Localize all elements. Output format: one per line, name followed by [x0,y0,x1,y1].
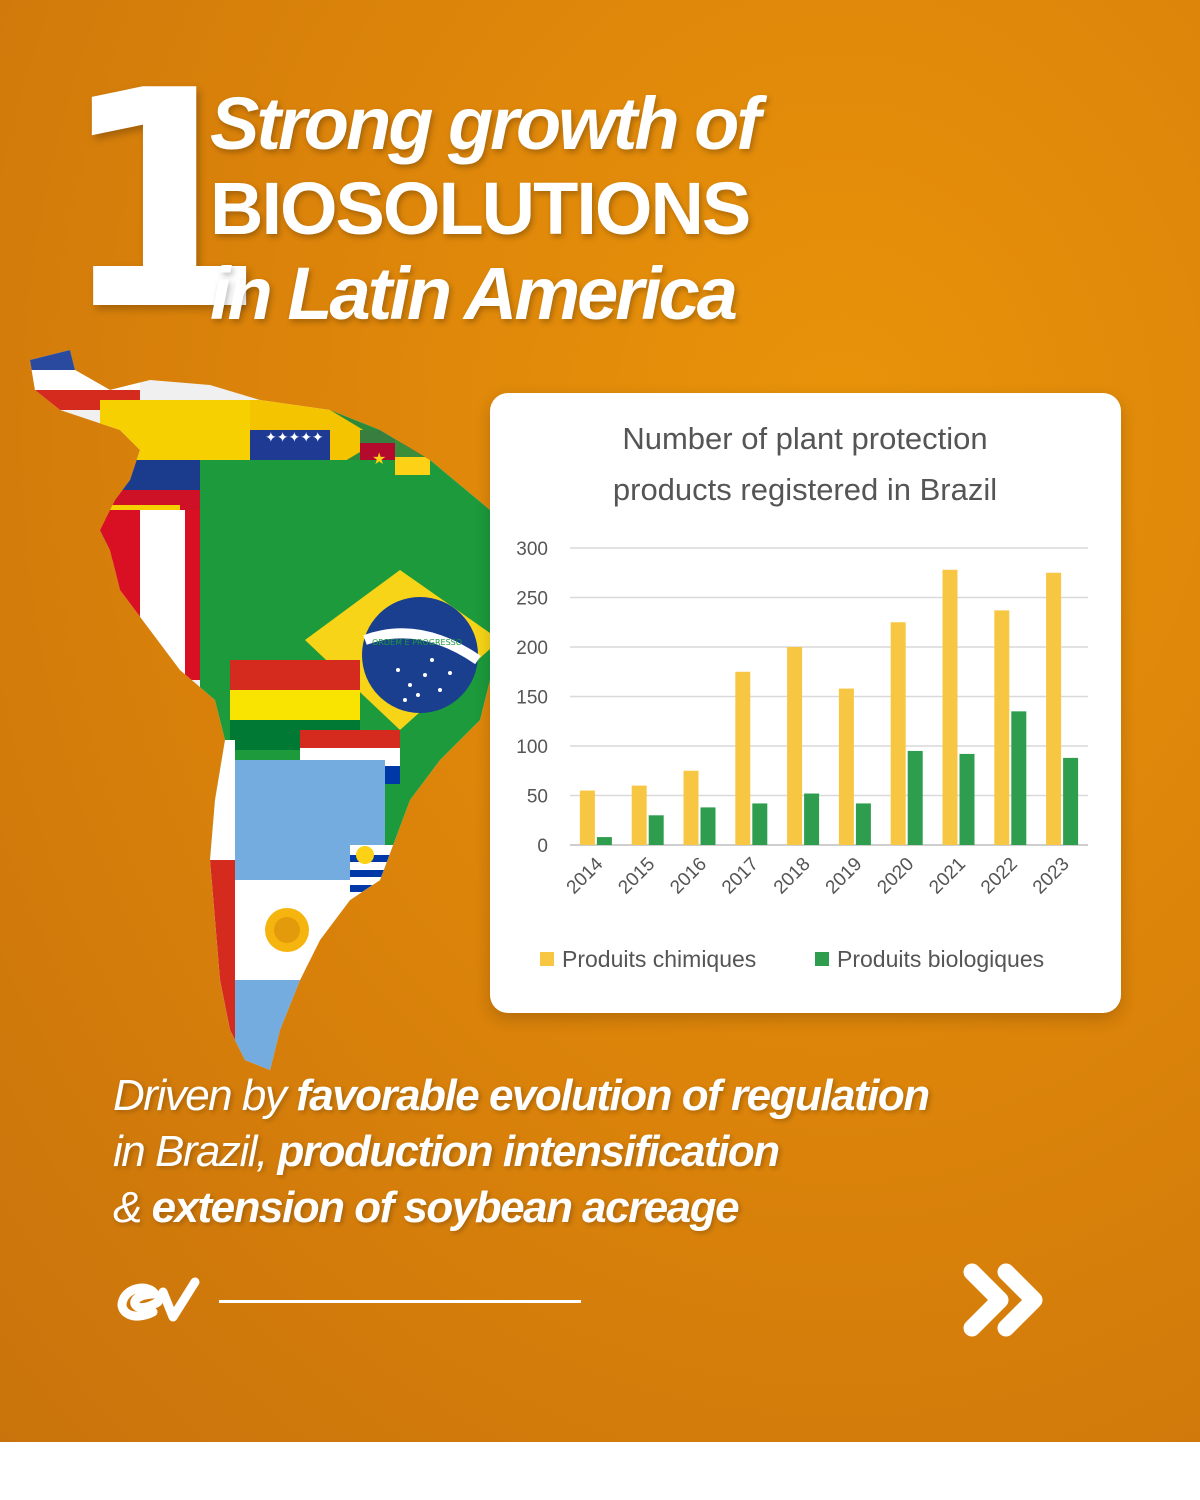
double-chevron-right-icon[interactable] [960,1260,1050,1340]
legend-swatch-chemical [540,952,554,966]
bar-biological-2020 [907,750,923,845]
bar-biological-2017 [752,803,768,845]
bar-biological-2018 [804,793,820,845]
y-tick-label: 50 [527,787,548,808]
subtitle-line-1: Driven by favorable evolution of regulat… [113,1068,1073,1124]
x-tick-label: 2016 [666,854,711,899]
footer-divider-line [219,1300,581,1303]
subtitle-line-2-bold: production intensification [277,1127,780,1176]
svg-text:★: ★ [372,449,386,468]
ev-logo-icon [117,1277,200,1322]
bar-biological-2023 [1063,757,1079,845]
bar-chemical-2021 [942,569,958,845]
subtitle-line-3-regular: & [113,1183,152,1232]
bar-chemical-2019 [838,688,854,845]
legend-label-chemical: Produits chimiques [562,946,756,972]
y-tick-label: 150 [516,688,548,709]
subtitle-line-2-regular: in Brazil, [113,1127,278,1176]
headline-line-1: Strong growth of [210,82,761,165]
x-tick-label: 2018 [770,854,815,899]
x-tick-label: 2022 [977,854,1022,899]
bar-biological-2019 [855,803,871,845]
y-tick-label: 100 [516,737,548,758]
headline: Strong growth of BIOSOLUTIONS in Latin A… [210,82,761,336]
subtitle-line-1-regular: Driven by [113,1071,297,1120]
slide-number: 1 [58,27,267,376]
bar-biological-2015 [648,815,664,845]
bar-biological-2014 [596,837,612,845]
legend-swatch-biological [815,952,829,966]
y-tick-label: 0 [537,836,548,857]
bar-chemical-2017 [735,671,751,845]
subtitle: Driven by favorable evolution of regulat… [113,1068,1073,1236]
chart-card: Number of plant protection products regi… [490,393,1121,1013]
x-tick-label: 2021 [925,854,970,899]
south-america-flag-map: ✦✦✦✦✦ ★ ★ ORDEM E PROGRESSO [30,350,500,1070]
bar-chemical-2022 [994,610,1010,845]
y-tick-label: 200 [516,638,548,659]
bar-biological-2021 [959,753,975,845]
bar-chemical-2018 [787,647,803,845]
slide-background: 1 Strong growth of BIOSOLUTIONS in Latin… [0,0,1200,1442]
bar-biological-2016 [700,807,716,845]
x-tick-label: 2014 [563,853,608,898]
svg-text:★: ★ [408,463,419,477]
bar-biological-2022 [1011,711,1027,845]
headline-line-3: in Latin America [210,252,738,335]
y-tick-label: 250 [516,589,548,610]
x-tick-label: 2023 [1029,854,1074,899]
x-tick-label: 2019 [822,854,867,899]
svg-text:✦✦✦✦✦: ✦✦✦✦✦ [265,430,324,446]
bar-chemical-2015 [631,785,647,845]
flag-band-text: ORDEM E PROGRESSO [372,638,462,647]
bar-chemical-2014 [579,790,595,845]
bar-chemical-2020 [890,622,906,845]
x-tick-label: 2015 [614,854,659,899]
headline-line-2: BIOSOLUTIONS [210,167,751,250]
bar-chemical-2016 [683,770,699,845]
x-tick-label: 2017 [718,854,763,899]
subtitle-line-3: & extension of soybean acreage [113,1180,1073,1236]
chart-title-line-1: Number of plant protection [622,421,987,456]
bar-chemical-2023 [1046,572,1062,845]
chart-title-line-2: products registered in Brazil [613,472,997,507]
x-tick-label: 2020 [873,854,918,899]
legend-label-biological: Produits biologiques [837,946,1044,972]
bar-chart: Number of plant protection products regi… [516,421,1088,972]
subtitle-line-2: in Brazil, production intensification [113,1124,1073,1180]
subtitle-line-3-bold: extension of soybean acreage [151,1183,740,1232]
subtitle-line-1-bold: favorable evolution of regulation [296,1071,930,1120]
y-tick-label: 300 [516,539,548,560]
